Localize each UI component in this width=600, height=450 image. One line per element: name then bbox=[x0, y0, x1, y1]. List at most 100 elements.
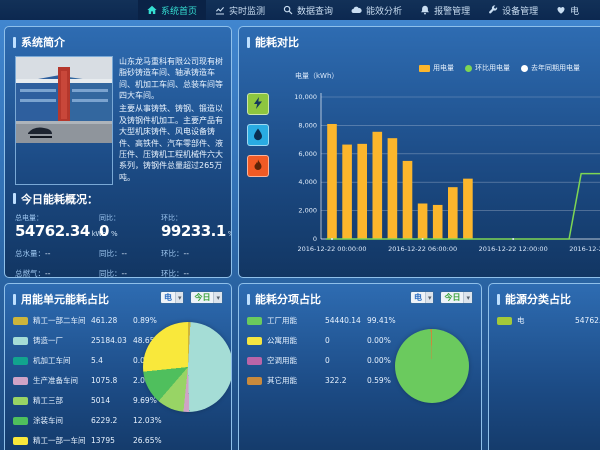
flame-toggle-button[interactable] bbox=[247, 155, 269, 177]
panel-system-intro: 系统简介 bbox=[4, 26, 232, 278]
stat-label: 同比： bbox=[99, 213, 120, 222]
stat-label: 环比： bbox=[161, 269, 184, 278]
legend-swatch bbox=[247, 356, 262, 365]
legend-item: 空调用能 0 0.00% bbox=[247, 355, 475, 366]
title-accent-bar bbox=[13, 293, 16, 305]
dashboard: 系统简介 bbox=[0, 20, 600, 450]
stat-value: -- bbox=[45, 249, 51, 259]
legend-percent: 9.69% bbox=[133, 396, 157, 405]
legend-label: 电 bbox=[517, 316, 525, 325]
pie-legend: 工厂用能 54440.14 99.41% 公寓用能 0 0.00% 空调用能 0 0.00% 其它… bbox=[239, 311, 481, 386]
stat-value: -- bbox=[45, 269, 51, 278]
legend-swatch bbox=[13, 376, 28, 385]
legend-item: 涂装车间 6229.2 12.03% bbox=[13, 415, 225, 426]
legend-item: 工厂用能 54440.14 99.41% bbox=[247, 315, 475, 326]
legend-value: 0 bbox=[325, 356, 330, 365]
pie-legend: 精工一部二车间 461.28 0.89% 铸造一厂 25184.03 48.65% 机加工车… bbox=[5, 311, 231, 446]
search-icon bbox=[283, 5, 293, 15]
stat-label: 同比： bbox=[99, 249, 122, 259]
legend-item[interactable]: 用电量 bbox=[419, 63, 454, 73]
legend-label: 涂装车间 bbox=[33, 416, 63, 425]
legend-value: 6229.2 bbox=[91, 416, 118, 425]
tab-device[interactable]: 设备管理 bbox=[479, 0, 547, 20]
intro-paragraph: 山东龙马重科有限公司现有树脂砂铸造车间、轴承铸造车间、机加工车间、总装车间等四大… bbox=[119, 57, 223, 101]
title-accent-bar bbox=[247, 36, 250, 48]
bell-icon bbox=[420, 5, 430, 15]
svg-text:2016-12-22 06:00:00: 2016-12-22 06:00:00 bbox=[388, 245, 457, 253]
legend-swatch bbox=[247, 336, 262, 345]
bolt-toggle-button[interactable] bbox=[247, 93, 269, 115]
legend-label: 空调用能 bbox=[267, 356, 297, 365]
legend-label: 精工三部 bbox=[33, 396, 63, 405]
legend-swatch bbox=[13, 316, 28, 325]
legend-value: 0 bbox=[325, 336, 330, 345]
period-select[interactable]: 今日 ▾ bbox=[190, 291, 223, 304]
tab-alarm[interactable]: 报警管理 bbox=[411, 0, 479, 20]
tab-power[interactable]: 电 bbox=[547, 0, 588, 20]
title-accent-bar bbox=[13, 193, 16, 205]
tab-query[interactable]: 数据查询 bbox=[274, 0, 342, 20]
droplet-toggle-button[interactable] bbox=[247, 124, 269, 146]
legend-label: 其它用能 bbox=[267, 376, 297, 385]
compare-title: 能耗对比 bbox=[255, 36, 299, 49]
legend-item[interactable]: 环比用电量 bbox=[465, 63, 510, 73]
svg-text:4,000: 4,000 bbox=[298, 178, 317, 186]
legend-percent: 12.03% bbox=[133, 416, 162, 425]
energy-type-select[interactable]: 电 ▾ bbox=[159, 291, 185, 304]
intro-paragraph: 主要从事铸铁、铸钢、锻造以及铸钢件机加工。主要产品有大型机床铸件、风电设备铸件、… bbox=[119, 104, 223, 182]
chevron-down-icon: ▾ bbox=[174, 292, 184, 303]
stat-value: -- bbox=[121, 249, 127, 259]
legend-percent: 26.65% bbox=[133, 436, 162, 445]
legend-label: 去年同期用电量 bbox=[531, 64, 580, 72]
legend-swatch bbox=[247, 376, 262, 385]
legend-swatch bbox=[13, 396, 28, 405]
legend-label: 环比用电量 bbox=[475, 64, 510, 72]
legend-item: 精工三部 5014 9.69% bbox=[13, 395, 225, 406]
unit-pie-chart bbox=[143, 322, 231, 412]
stat-label: 环比： bbox=[161, 213, 182, 222]
legend-value: 54762.34 bbox=[575, 316, 600, 325]
stat-value: 0% bbox=[99, 221, 118, 240]
top-navbar: 系统首页 实时监测 数据查询 能效分析 报警管理 设备管理 电 bbox=[0, 0, 600, 20]
tab-monitor[interactable]: 实时监测 bbox=[206, 0, 274, 20]
factory-photo bbox=[15, 56, 113, 185]
chevron-down-icon: ▾ bbox=[213, 292, 222, 303]
legend-value: 1075.8 bbox=[91, 376, 118, 385]
intro-text: 山东龙马重科有限公司现有树脂砂铸造车间、轴承铸造车间、机加工车间、总装车间等四大… bbox=[119, 56, 223, 185]
select-value: 今日 bbox=[444, 293, 461, 302]
tab-label: 设备管理 bbox=[502, 6, 539, 17]
title-accent-bar bbox=[497, 293, 500, 305]
stat-label: 总燃气： bbox=[15, 269, 45, 278]
panel-item-pie: 能耗分项占比 电 ▾ 今日 ▾ 工厂用能 54440.14 99.41% 公寓用能 0 0… bbox=[238, 283, 482, 450]
energy-type-toolbar bbox=[247, 93, 269, 177]
legend-label: 公寓用能 bbox=[267, 336, 297, 345]
stat-label: 同比： bbox=[99, 269, 122, 278]
svg-text:2016-12-22 00:00:00: 2016-12-22 00:00:00 bbox=[297, 245, 366, 253]
legend-label: 机加工车间 bbox=[33, 356, 71, 365]
stat-label: 环比： bbox=[161, 249, 184, 259]
tab-home[interactable]: 系统首页 bbox=[138, 0, 207, 20]
period-select[interactable]: 今日 ▾ bbox=[440, 291, 473, 304]
select-value: 电 bbox=[163, 293, 172, 302]
legend-item: 铸造一厂 25184.03 48.65% bbox=[13, 335, 225, 346]
legend-swatch bbox=[247, 316, 262, 325]
legend-swatch bbox=[13, 436, 28, 445]
panel-unit-pie: 用能单元能耗占比 电 ▾ 今日 ▾ 精工一部二车间 461.28 0.89% 铸造一厂… bbox=[4, 283, 232, 450]
tab-analysis[interactable]: 能效分析 bbox=[342, 0, 411, 20]
panel-title: 能源分类占比 bbox=[489, 284, 579, 311]
legend-value: 5.4 bbox=[91, 356, 103, 365]
energy-type-select[interactable]: 电 ▾ bbox=[409, 291, 435, 304]
svg-text:0: 0 bbox=[313, 235, 317, 243]
legend-swatch bbox=[13, 356, 28, 365]
legend-value: 25184.03 bbox=[91, 336, 127, 345]
legend-percent: 0.89% bbox=[133, 316, 157, 325]
svg-text:10,000: 10,000 bbox=[294, 93, 317, 101]
legend-item[interactable]: 去年同期用电量 bbox=[521, 63, 580, 73]
legend-item: 公寓用能 0 0.00% bbox=[247, 335, 475, 346]
stat-value: -- bbox=[183, 249, 189, 259]
legend-item: 精工一部一车间 13795 26.65% bbox=[13, 435, 225, 446]
bar-chart: 0 2,000 4,000 6,000 8,000 10,000 2016-12-22 00… bbox=[294, 93, 600, 253]
legend-item: 精工一部二车间 461.28 0.89% bbox=[13, 315, 225, 326]
